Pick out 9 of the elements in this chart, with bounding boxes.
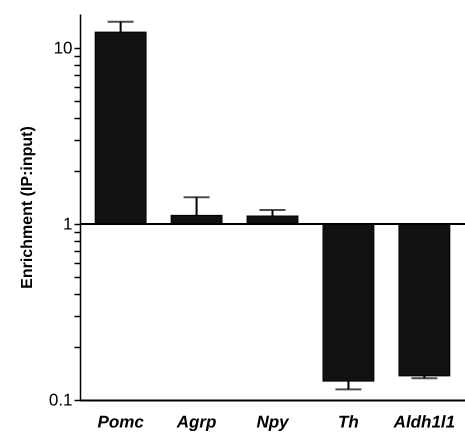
y-tick-label: 10	[54, 38, 72, 58]
x-tick-label: Pomc	[97, 412, 144, 432]
y-tick-label: 1	[63, 214, 72, 234]
x-tick-label: Th	[338, 412, 359, 432]
y-axis-title: Enrichment (IP:input)	[18, 126, 36, 289]
x-tick-label: Aldh1l1	[392, 412, 456, 432]
x-tick-label: Agrp	[176, 412, 216, 432]
x-tick-label: Npy	[256, 412, 290, 432]
y-tick-label: 0.1	[48, 390, 72, 410]
